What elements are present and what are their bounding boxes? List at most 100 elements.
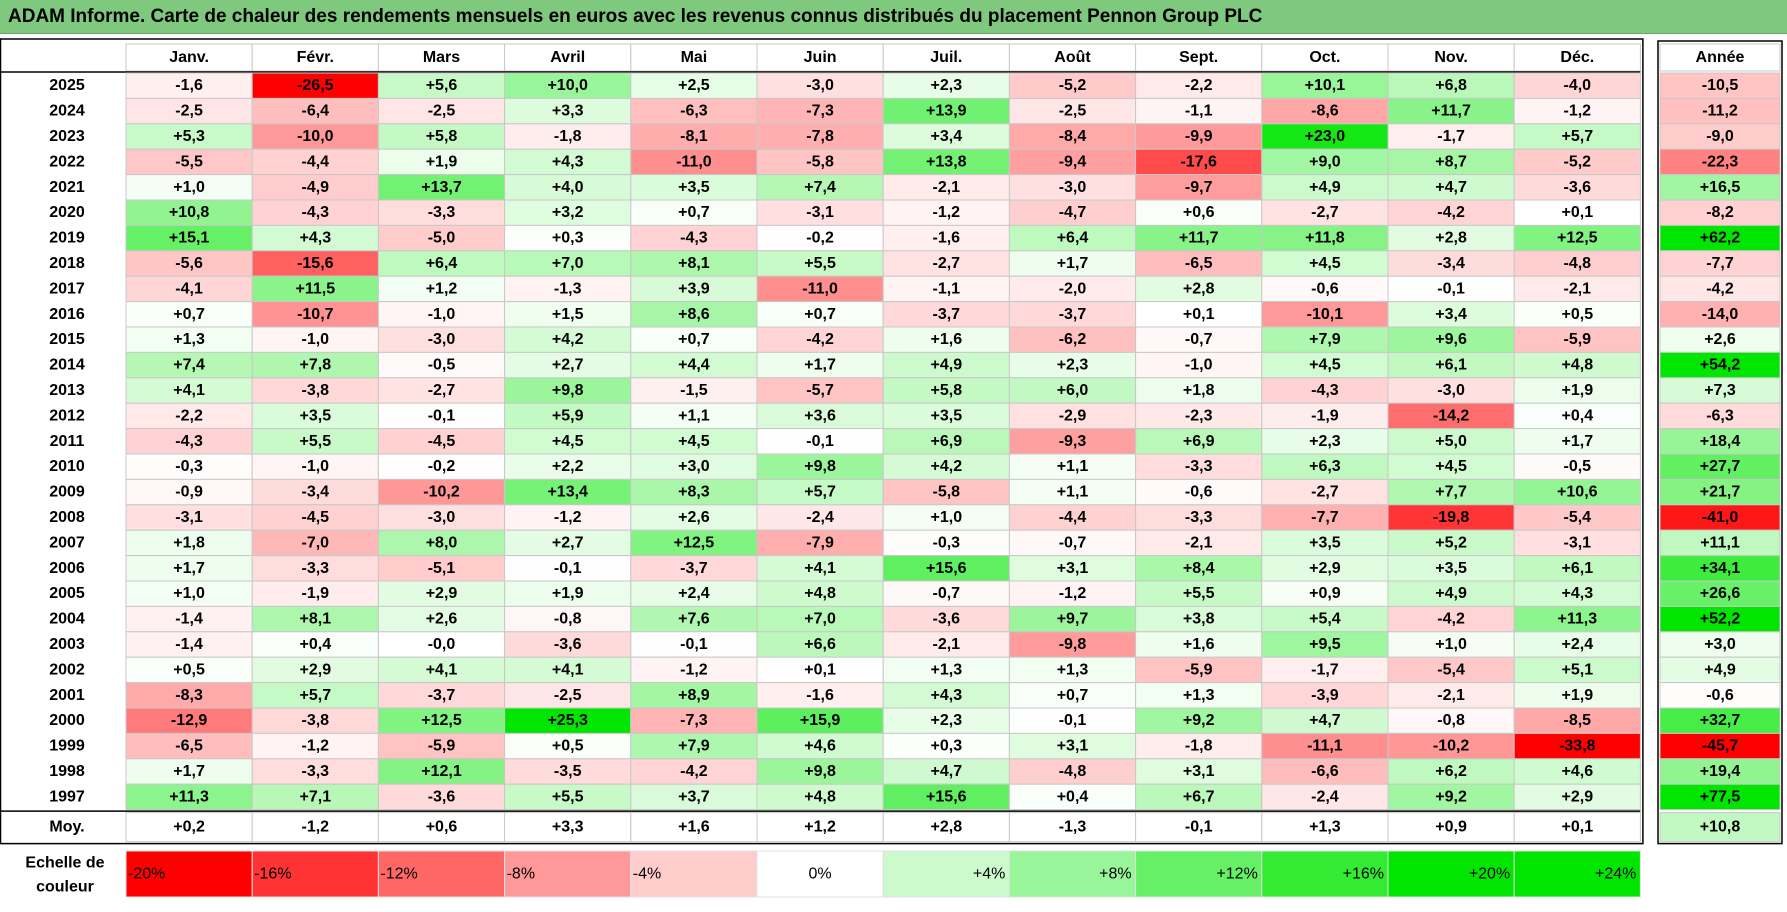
- heatmap-cell-value: +2,9: [300, 661, 332, 678]
- heatmap-cell-value: +8,1: [678, 255, 710, 272]
- heatmap-cell-value: +3,4: [931, 128, 963, 145]
- heatmap-cell: [1513, 199, 1641, 226]
- heatmap-cell-value: +4,6: [1562, 763, 1594, 780]
- scale-cell: [504, 850, 632, 898]
- heatmap-cell: [756, 224, 884, 252]
- heatmap-cell: [125, 123, 253, 150]
- heatmap-cell: [1261, 402, 1389, 430]
- column-header-label: Févr.: [297, 49, 334, 66]
- heatmap-cell-value: +1,7: [804, 357, 836, 374]
- row-year-label: 2017: [49, 280, 85, 297]
- heatmap-cell-value: -4,0: [1564, 77, 1592, 94]
- heatmap-cell-value: -3,3: [1185, 458, 1213, 475]
- annual-cell-value: -10,5: [1702, 77, 1739, 94]
- annual-cell-value: -0,6: [1706, 687, 1734, 704]
- heatmap-cell: [125, 72, 253, 99]
- heatmap-cell-value: -1,8: [554, 128, 582, 145]
- heatmap-cell-value: +5,7: [804, 484, 836, 501]
- heatmap-cell-value: -0,3: [175, 458, 203, 475]
- heatmap-cell: [251, 148, 379, 176]
- average-cell: [1513, 812, 1641, 843]
- heatmap-cell: [756, 97, 884, 125]
- heatmap-cell-value: -6,5: [1185, 255, 1213, 272]
- heatmap-cell: [377, 682, 506, 709]
- heatmap-cell-value: +3,3: [552, 103, 584, 120]
- scale-cell: [1008, 850, 1137, 898]
- column-header-cell: [1135, 43, 1263, 72]
- heatmap-cell-value: +1,1: [678, 407, 710, 424]
- heatmap-cell: [251, 377, 379, 404]
- row-year-label: 2025: [49, 77, 85, 94]
- heatmap-cell-value: -3,9: [1311, 687, 1339, 704]
- heatmap-cell-value: +2,7: [552, 357, 584, 374]
- heatmap-cell-value: -0,3: [933, 534, 961, 551]
- heatmap-cell-value: -4,3: [175, 433, 203, 450]
- heatmap-cell: [1261, 656, 1389, 684]
- heatmap-cell-value: -14,2: [1433, 407, 1470, 424]
- row-year-label: 2021: [49, 179, 85, 196]
- column-header-cell: [251, 43, 379, 72]
- heatmap-cell: [504, 97, 632, 125]
- column-header-cell: [1387, 43, 1515, 72]
- heatmap-cell-value: -5,0: [428, 230, 456, 247]
- heatmap-cell-value: +10,6: [1557, 484, 1598, 501]
- heatmap-cell-value: -5,4: [1437, 661, 1465, 678]
- heatmap-cell: [251, 250, 379, 277]
- heatmap-cell: [756, 758, 884, 785]
- scale-cell-label: +8%: [1099, 866, 1131, 883]
- heatmap-cell: [1008, 504, 1137, 531]
- row-year-label: 2002: [49, 661, 85, 678]
- heatmap-cell: [756, 783, 884, 811]
- heatmap-cell: [1261, 682, 1389, 709]
- heatmap-cell-value: +9,7: [1057, 611, 1089, 628]
- average-annual-cell: [1659, 812, 1781, 843]
- heatmap-cell-value: +6,0: [1057, 382, 1089, 399]
- heatmap-cell-value: +1,0: [931, 509, 963, 526]
- heatmap-cell-value: -7,7: [1311, 509, 1339, 526]
- heatmap-cell: [1261, 123, 1389, 150]
- heatmap-cell-value: -17,6: [1180, 153, 1217, 170]
- heatmap-cell-value: -1,7: [1311, 661, 1339, 678]
- heatmap-cell: [630, 224, 758, 252]
- heatmap-cell-value: +3,1: [1057, 738, 1089, 755]
- heatmap-cell: [1261, 97, 1389, 125]
- heatmap-cell: [756, 326, 884, 353]
- heatmap-cell-value: +4,7: [1435, 179, 1467, 196]
- heatmap-cell-value: +1,3: [173, 331, 205, 348]
- row-year-label: 1999: [49, 738, 85, 755]
- column-header-label: Juil.: [930, 49, 962, 66]
- heatmap-cell-value: -10,0: [297, 128, 334, 145]
- heatmap-cell-value: -5,8: [933, 484, 961, 501]
- scale-label-line-1: Echelle de: [25, 855, 104, 872]
- scale-cell: [251, 850, 379, 898]
- heatmap-cell: [377, 224, 506, 252]
- heatmap-cell-value: +12,5: [1557, 230, 1598, 247]
- heatmap-cell-value: -2,5: [428, 103, 456, 120]
- heatmap-cell: [630, 656, 758, 684]
- heatmap-cell-value: -0,7: [1059, 534, 1087, 551]
- heatmap-cell: [1135, 97, 1263, 125]
- heatmap-cell: [251, 97, 379, 125]
- heatmap-cell-value: +23,0: [1305, 128, 1346, 145]
- row-year-label: 2018: [49, 255, 85, 272]
- heatmap-cell: [1513, 605, 1641, 633]
- heatmap-cell-value: -1,1: [933, 280, 961, 297]
- annual-cell-value: +16,5: [1700, 179, 1741, 196]
- annual-header-label: Année: [1696, 49, 1745, 66]
- heatmap-cell-value: -7,3: [680, 712, 708, 729]
- heatmap-cell-value: +0,6: [1183, 204, 1215, 221]
- average-cell: [1387, 812, 1515, 843]
- heatmap-cell-value: +6,6: [804, 636, 836, 653]
- heatmap-cell-value: +13,4: [547, 484, 588, 501]
- heatmap-cell: [1513, 478, 1641, 506]
- heatmap-cell-value: -5,8: [806, 153, 834, 170]
- row-year-label: 2012: [49, 407, 85, 424]
- heatmap-cell-value: +6,3: [1309, 458, 1341, 475]
- heatmap-cell: [630, 758, 758, 785]
- heatmap-cell-value: +2,2: [552, 458, 584, 475]
- heatmap-cell: [251, 326, 379, 353]
- row-year-label: 1997: [49, 788, 85, 805]
- annual-cell: [1659, 504, 1781, 531]
- heatmap-cell-value: -2,2: [1185, 77, 1213, 94]
- heatmap-cell-value: +4,8: [1562, 357, 1594, 374]
